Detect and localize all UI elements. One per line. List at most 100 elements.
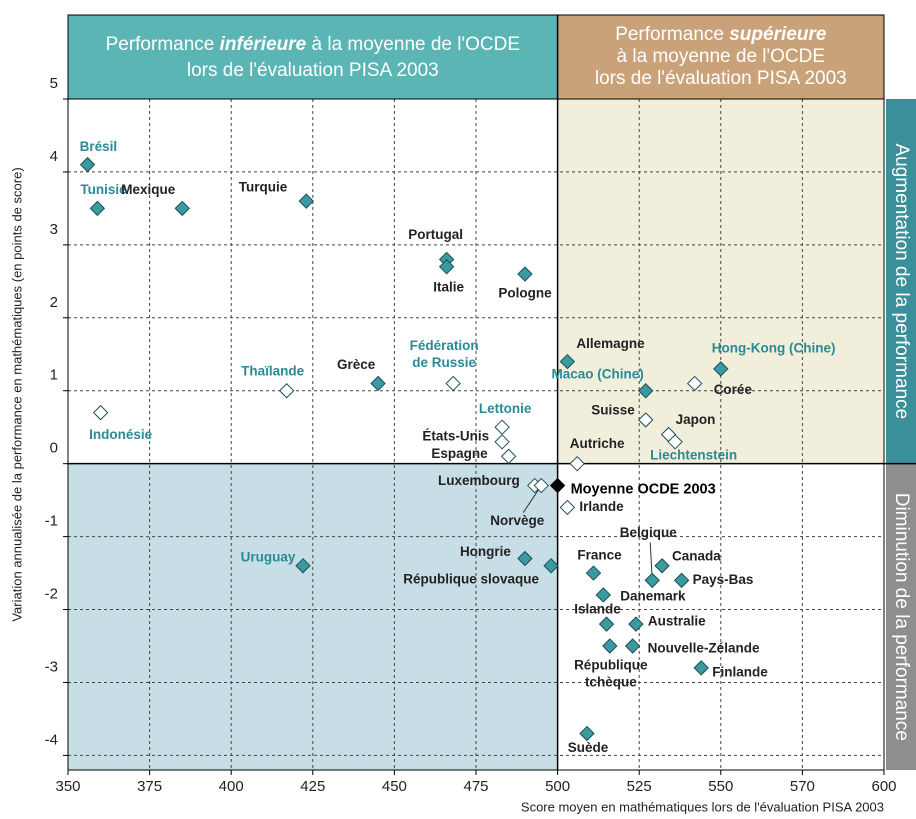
x-tick-label: 350 xyxy=(55,778,80,795)
point-label: Islande xyxy=(574,602,621,617)
point xyxy=(517,266,533,282)
point xyxy=(370,375,386,392)
y-tick-label: 3 xyxy=(50,221,58,238)
y-tick-label: -4 xyxy=(45,731,58,748)
point-label: Pologne xyxy=(498,286,552,301)
point-label: Nouvelle-Zélande xyxy=(648,641,760,656)
point xyxy=(673,572,690,589)
header-text: Performance xyxy=(615,24,729,45)
x-tick-label: 525 xyxy=(627,778,652,795)
point xyxy=(686,375,703,392)
y-tick-label: 4 xyxy=(50,148,58,165)
point-label: Thaïlande xyxy=(241,363,305,378)
point-label: Suisse xyxy=(591,402,635,417)
point-label: Norvège xyxy=(490,513,545,528)
point-label: Luxembourg xyxy=(438,473,520,488)
point xyxy=(598,616,615,632)
point-label: Brésil xyxy=(80,139,118,154)
point-label: Hongrie xyxy=(460,544,511,559)
point xyxy=(494,419,510,435)
point xyxy=(644,572,660,589)
point-label: Espagne xyxy=(431,446,488,461)
point xyxy=(174,200,190,217)
point xyxy=(559,353,576,370)
header-text: à la moyenne de l'OCDE xyxy=(306,34,520,55)
x-tick-label: 400 xyxy=(219,778,244,795)
point-label: Canada xyxy=(672,548,721,563)
x-tick-label: 500 xyxy=(545,778,570,795)
point xyxy=(667,434,683,450)
point-label: Autriche xyxy=(570,436,625,451)
point xyxy=(585,565,602,581)
x-tick-label: 450 xyxy=(382,778,407,795)
header-text: Performance xyxy=(106,34,220,55)
side-top-label: Augmentation de la performance xyxy=(891,144,912,420)
point-label: tchèque xyxy=(585,675,637,690)
x-tick-label: 425 xyxy=(300,778,325,795)
point-label: Belgique xyxy=(620,525,677,540)
side-bottom xyxy=(886,463,916,770)
point-label: République xyxy=(574,658,648,673)
point xyxy=(298,193,314,209)
y-axis-label: Variation annualisée de la performance e… xyxy=(9,167,24,621)
point xyxy=(295,558,311,574)
point-label: Grèce xyxy=(337,357,376,372)
header-left-line: Performance inférieure à la moyenne de l… xyxy=(106,34,520,55)
point xyxy=(500,448,517,465)
point-label: France xyxy=(577,548,622,563)
y-tick-label: 0 xyxy=(50,440,58,457)
y-tick-label: -1 xyxy=(45,513,58,530)
point xyxy=(559,499,576,516)
y-tick-label: 1 xyxy=(50,367,58,384)
point-label: Irlande xyxy=(579,499,624,514)
point-label: Fédération xyxy=(410,338,479,353)
x-tick-label: 550 xyxy=(708,778,733,795)
point-label: République slovaque xyxy=(403,571,539,586)
y-tick-label: -3 xyxy=(45,658,58,675)
point-label: Mexique xyxy=(121,182,176,197)
point xyxy=(602,638,618,654)
header-emphasis: supérieure xyxy=(729,24,827,45)
point-label: Uruguay xyxy=(241,549,296,564)
side-bottom-label: Diminution de la performance xyxy=(891,493,912,741)
point-label: Finlande xyxy=(712,664,768,679)
point xyxy=(543,558,559,574)
point-label: Tunisie xyxy=(80,182,127,197)
point xyxy=(278,383,295,399)
point xyxy=(569,455,585,472)
x-tick-label: 570 xyxy=(790,778,815,795)
point-label: Allemagne xyxy=(576,336,645,351)
y-tick-label: 2 xyxy=(50,294,58,311)
header-right-line: lors de l'évaluation PISA 2003 xyxy=(595,68,847,89)
header-left xyxy=(68,15,558,99)
point xyxy=(579,725,595,742)
point-label: Portugal xyxy=(408,227,463,242)
point xyxy=(533,477,549,494)
point xyxy=(517,550,533,567)
point-label: Danemark xyxy=(620,589,686,604)
header-emphasis: inférieure xyxy=(220,34,307,55)
point-label: Corée xyxy=(714,382,753,397)
point-label: Liechtenstein xyxy=(650,447,737,462)
point-label: États-Unis xyxy=(422,428,489,443)
point xyxy=(595,587,612,603)
y-tick-label: -2 xyxy=(45,586,58,603)
point-label: Pays-Bas xyxy=(693,572,754,587)
point xyxy=(438,259,455,275)
point xyxy=(79,156,96,173)
point xyxy=(624,638,641,654)
point-label: Italie xyxy=(433,279,464,294)
point-label: Japon xyxy=(676,412,716,427)
header-right xyxy=(557,15,884,99)
point-label: de Russie xyxy=(412,355,476,370)
point xyxy=(628,616,644,632)
y-tick-label: 5 xyxy=(50,75,58,92)
point xyxy=(638,412,654,428)
point-label: Indonésie xyxy=(89,427,153,442)
point xyxy=(549,477,566,494)
point xyxy=(654,558,670,574)
point xyxy=(89,200,106,217)
point xyxy=(445,375,461,392)
point xyxy=(92,404,109,421)
